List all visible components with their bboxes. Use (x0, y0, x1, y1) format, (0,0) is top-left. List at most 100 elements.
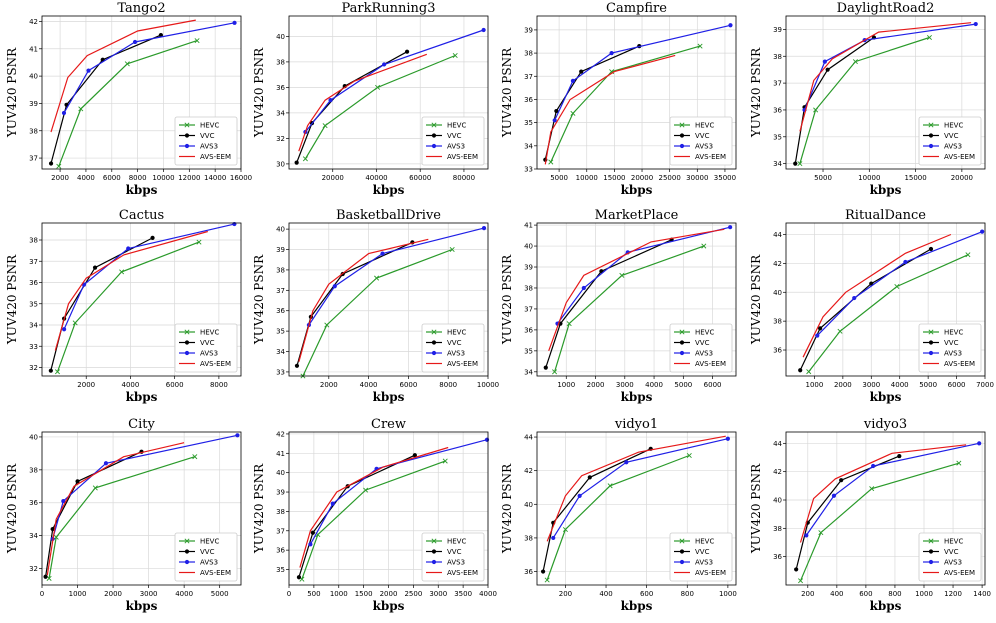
y-axis-label: YUV420 PSNR (252, 463, 266, 554)
legend-box (174, 116, 238, 166)
x-tick-label: 400 (599, 590, 612, 598)
series-line-avs3 (803, 23, 976, 111)
chart-title: Crew (371, 417, 406, 432)
data-point-avs3 (232, 221, 237, 227)
series-line-hevc (302, 248, 453, 377)
series-line-hevc (58, 40, 198, 167)
chart-10: 200 400 600 800 1000 36 38 40 42 44 vidyo1 kbps YUV4… (500, 417, 737, 613)
y-tick-label: 39 (524, 26, 533, 34)
legend-label: VVC (944, 132, 959, 140)
y-tick-label: 40 (29, 433, 38, 441)
y-tick-label: 36 (524, 326, 533, 334)
x-tick-label: 6000 (704, 381, 722, 389)
y-axis-label: YUV420 PSNR (749, 47, 763, 138)
x-tick-label: 1000 (69, 590, 87, 598)
x-tick-label: 5000 (211, 590, 229, 598)
legend-label: HEVC (447, 122, 466, 130)
legend-label: AVS-EEM (200, 153, 231, 161)
data-point-avs3 (725, 436, 730, 441)
data-point-vvc (579, 69, 584, 74)
data-point-vvc (50, 526, 55, 532)
legend-marker-hevc (184, 538, 190, 544)
legend-label: VVC (447, 132, 462, 140)
data-point-hevc (813, 107, 819, 113)
data-point-hevc (697, 43, 703, 49)
legend-label: HEVC (447, 329, 466, 337)
x-tick-label: 5000 (814, 174, 832, 182)
data-point-avs3 (570, 78, 576, 84)
legend-label: AVS-EEM (200, 569, 231, 577)
data-point-vvc (798, 368, 803, 373)
legend-label: AVS3 (447, 559, 465, 567)
x-tick-label: 30000 (686, 174, 708, 182)
legend-label: AVS3 (695, 143, 713, 151)
series-line-hevc (799, 36, 930, 164)
series-line-avs3 (554, 24, 731, 121)
y-tick-label: 35 (276, 328, 285, 336)
x-tick-label: 10000 (152, 174, 174, 182)
data-point-hevc (72, 320, 78, 326)
y-tick-label: 35 (773, 133, 782, 141)
x-tick-label: 2000 (834, 381, 852, 389)
y-tick-label: 41 (524, 222, 533, 230)
plot-frame (41, 222, 242, 377)
legend-label: HEVC (944, 329, 963, 337)
legend-label: HEVC (944, 538, 963, 546)
x-tick-label: 4000 (479, 590, 497, 598)
legend-marker-avs3 (184, 559, 190, 565)
series-line-avs3 (309, 439, 488, 545)
data-point-hevc (92, 485, 98, 491)
data-point-hevc (806, 369, 812, 375)
x-tick-label: 1200 (944, 590, 962, 598)
data-point-hevc (194, 38, 200, 44)
y-tick-label: 36 (29, 279, 38, 287)
data-point-avs3 (815, 333, 820, 338)
data-point-hevc (374, 275, 380, 281)
legend-label: AVS-EEM (944, 569, 975, 577)
x-tick-label: 12000 (178, 174, 200, 182)
data-point-avs3 (481, 27, 486, 33)
series-line-avs-eem (548, 228, 725, 352)
data-point-hevc (192, 454, 198, 460)
data-point-avs3 (728, 225, 733, 230)
x-axis-label: kbps (870, 390, 902, 404)
chart-title: Cactus (119, 208, 164, 223)
series-line-avs3 (63, 22, 235, 114)
y-tick-label: 40 (276, 469, 285, 477)
x-tick-label: 1000 (806, 381, 824, 389)
data-point-avs3 (577, 493, 582, 498)
y-tick-label: 34 (524, 368, 533, 376)
x-tick-label: 10000 (477, 381, 499, 389)
y-tick-label: 34 (524, 142, 533, 150)
data-point-avs3 (235, 433, 240, 438)
legend-label: AVS3 (200, 143, 218, 151)
y-tick-label: 38 (524, 284, 533, 292)
data-point-vvc (158, 33, 163, 38)
y-tick-label: 34 (29, 532, 38, 540)
data-point-hevc (797, 161, 803, 167)
data-point-vvc (794, 567, 799, 572)
data-point-hevc (302, 156, 308, 162)
x-tick-label: 0 (287, 590, 291, 598)
y-tick-label: 37 (773, 80, 782, 88)
chart-4: 2000 4000 6000 8000 32 33 34 35 36 37 38 Cactus kbps… (5, 208, 242, 404)
x-tick-label: 35000 (714, 174, 736, 182)
x-tick-label: 7000 (976, 381, 994, 389)
y-tick-label: 33 (524, 166, 533, 174)
data-point-vvc (150, 235, 155, 240)
series-line-hevc (799, 462, 960, 582)
plot-frame (41, 431, 242, 586)
data-point-vvc (554, 108, 559, 114)
plot-frame (785, 15, 986, 170)
legend-marker-vvc (679, 133, 685, 138)
x-tick-label: 3000 (862, 381, 880, 389)
x-tick-label: 6000 (948, 381, 966, 389)
data-point-avs3 (852, 295, 857, 301)
legend-label: AVS-EEM (695, 360, 726, 368)
data-point-hevc (798, 578, 804, 584)
y-tick-label: 40 (276, 33, 285, 41)
chart-title: City (128, 417, 155, 432)
x-tick-label: 1000 (719, 590, 737, 598)
x-tick-label: 3000 (429, 590, 447, 598)
data-point-hevc (566, 321, 572, 327)
